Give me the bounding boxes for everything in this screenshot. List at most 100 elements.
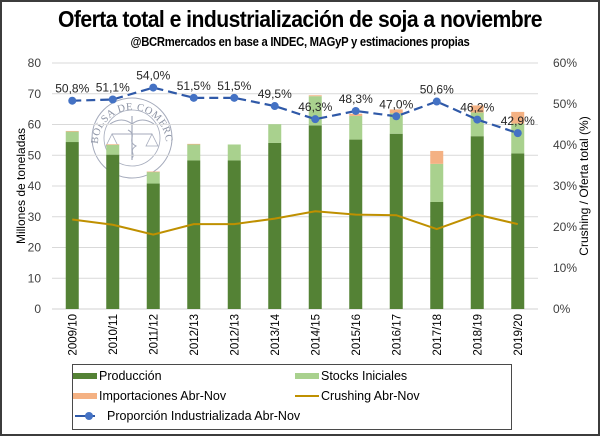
legend-swatch xyxy=(295,373,319,379)
proportion-point xyxy=(108,95,117,104)
x-tick-label: 2016/17 xyxy=(391,314,403,356)
x-tick-label: 2011/12 xyxy=(148,314,160,355)
right-tick-label: 10% xyxy=(553,261,577,275)
bar-importaciones xyxy=(430,150,444,164)
x-tick-label: 2009/10 xyxy=(67,314,79,356)
crushing-line xyxy=(72,210,518,236)
bar-produccion xyxy=(65,142,79,309)
bar-produccion xyxy=(430,201,444,309)
bar-stocks xyxy=(187,144,201,161)
left-tick-label: 0 xyxy=(34,302,41,316)
right-axis-ticks: 0% 10% 20% 30% 40% 50% 60% xyxy=(553,56,577,316)
proportion-data-label: 46,3% xyxy=(298,100,332,114)
bar-stocks xyxy=(430,163,444,202)
x-tick-label: 2019/20 xyxy=(513,314,525,356)
proportion-point xyxy=(392,112,401,121)
proportion-data-label: 47,0% xyxy=(379,97,413,111)
proportion-point xyxy=(270,102,279,111)
proportion-data-label: 51,5% xyxy=(177,79,211,93)
x-tick-label: 2015/16 xyxy=(351,314,363,356)
proportion-point xyxy=(230,93,239,102)
legend-item-crushing: Crushing Abr-Nov xyxy=(295,387,420,405)
left-tick-label: 40 xyxy=(28,179,42,193)
right-axis-title: Crushing / Oferta total (%) xyxy=(577,116,591,255)
legend-label: Producción xyxy=(99,369,162,383)
x-tick-label: 2010/11 xyxy=(108,314,120,355)
crushing-line-path xyxy=(72,210,518,236)
bar-importaciones xyxy=(65,130,79,132)
right-tick-label: 20% xyxy=(553,220,577,234)
bar-produccion xyxy=(187,160,201,309)
right-tick-label: 0% xyxy=(553,302,571,316)
bar-importaciones xyxy=(106,144,120,145)
proportion-data-label: 46,2% xyxy=(460,101,494,115)
proportion-data-label: 50,6% xyxy=(420,83,454,97)
chart-title: Oferta total e industrialización de soja… xyxy=(58,6,543,32)
proportion-data-label: 48,3% xyxy=(339,92,373,106)
bar-importaciones xyxy=(389,109,403,114)
x-tick-label: 2014/15 xyxy=(310,314,322,356)
watermark-serpent xyxy=(127,129,138,159)
bar-produccion xyxy=(308,125,322,309)
x-tick-label: 2012/13 xyxy=(189,314,201,356)
bar-produccion xyxy=(349,139,363,309)
x-tick-label: 2013/14 xyxy=(270,313,282,355)
legend-label: Importaciones Abr-Nov xyxy=(99,389,227,403)
bar-produccion xyxy=(470,136,484,309)
proportion-data-label: 49,5% xyxy=(258,87,292,101)
legend-item-stocks: Stocks Iniciales xyxy=(295,367,407,385)
right-tick-label: 30% xyxy=(553,179,577,193)
bar-produccion xyxy=(146,183,160,309)
proportion-line: 50,8% 51,1% 54,0% 51,5% 51,5% 49,5% 46,3% 48,3%… xyxy=(55,69,535,138)
left-axis-ticks: 0 10 20 30 40 50 60 70 80 xyxy=(28,56,42,316)
bar-produccion xyxy=(227,160,241,309)
right-tick-label: 60% xyxy=(553,56,577,70)
legend-swatch xyxy=(73,373,97,379)
bar-importaciones xyxy=(511,111,525,124)
watermark-scale-right xyxy=(145,133,159,147)
proportion-data-label: 42,9% xyxy=(501,114,535,128)
bar-stocks xyxy=(65,131,79,143)
bar-stocks xyxy=(349,115,363,140)
legend: Producción Stocks Iniciales Importacione… xyxy=(72,364,512,430)
bar-importaciones xyxy=(308,95,322,97)
bar-importaciones xyxy=(470,105,484,113)
bar-stocks xyxy=(106,144,120,155)
left-axis-title: Millones de toneladas xyxy=(14,128,28,244)
proportion-point xyxy=(351,106,360,115)
gridlines xyxy=(52,62,538,310)
right-tick-label: 40% xyxy=(553,138,577,152)
proportion-point xyxy=(149,83,158,92)
bar-importaciones xyxy=(187,143,201,145)
chart-subtitle: @BCRmercados en base a INDEC, MAGyP y es… xyxy=(130,35,470,49)
bar-produccion xyxy=(389,133,403,309)
legend-swatch xyxy=(75,411,99,421)
left-tick-label: 80 xyxy=(28,56,42,70)
left-tick-label: 20 xyxy=(28,241,42,255)
bars xyxy=(65,95,525,309)
proportion-data-label: 50,8% xyxy=(55,82,89,96)
proportion-data-label: 51,1% xyxy=(96,80,130,94)
proportion-point xyxy=(189,93,198,102)
legend-item-produccion: Producción xyxy=(73,367,162,385)
legend-item-proporcion: Proporción Industrializada Abr-Nov xyxy=(75,407,300,425)
x-tick-label: 2012/13 xyxy=(229,314,241,356)
bar-importaciones xyxy=(146,171,160,173)
watermark-inner-ring xyxy=(103,109,161,167)
x-axis-ticks: 2009/10 2010/11 2011/12 2012/13 2012/13 2013/… xyxy=(67,313,525,355)
legend-label: Proporción Industrializada Abr-Nov xyxy=(107,409,301,423)
left-tick-label: 30 xyxy=(28,210,42,224)
legend-item-importaciones: Importaciones Abr-Nov xyxy=(73,387,226,405)
watermark-ring xyxy=(91,97,173,179)
bar-stocks xyxy=(268,124,282,143)
left-tick-label: 60 xyxy=(28,118,42,132)
proportion-data-label: 54,0% xyxy=(136,69,170,83)
proportion-point xyxy=(68,96,77,105)
left-tick-label: 70 xyxy=(28,87,42,101)
left-tick-label: 50 xyxy=(28,148,42,162)
bar-produccion xyxy=(511,153,525,309)
proportion-point xyxy=(432,97,441,106)
right-tick-label: 50% xyxy=(553,97,577,111)
